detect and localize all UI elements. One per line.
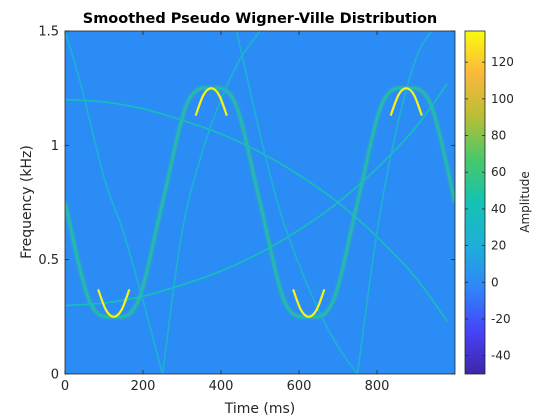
- colorbar-tick-label: -40: [491, 349, 511, 363]
- colorbar-tick-label: -20: [491, 312, 511, 326]
- x-tick-label: 800: [365, 379, 390, 394]
- x-tick-label: 600: [287, 379, 312, 394]
- component-peak: [194, 87, 228, 116]
- colorbar-tick-label: 60: [491, 165, 506, 179]
- colorbar-tick-label: 20: [491, 239, 506, 253]
- tfr-component-falling-curve: [65, 98, 448, 322]
- component-line: [65, 83, 448, 307]
- component-line: [65, 87, 455, 318]
- tfr-component-cross-term-line: [161, 31, 261, 374]
- x-tick-label: 400: [209, 379, 234, 394]
- component-peak: [389, 87, 423, 116]
- tfr-component-cross-term-line: [235, 31, 359, 374]
- tfr-component-cross-term-line: [356, 31, 433, 374]
- colorbar-label: Amplitude: [518, 171, 532, 233]
- component-line: [65, 31, 164, 374]
- component-line: [65, 98, 448, 322]
- colorbar-gradient: [464, 30, 486, 375]
- tfr-component-sinusoid: [65, 86, 455, 319]
- component-line: [235, 31, 359, 374]
- plot-area: [64, 30, 456, 375]
- x-axis: 0 200 400 600 800: [61, 31, 390, 394]
- colorbar: -40 -20 0 20 40 60 80 100 120: [464, 30, 514, 375]
- y-axis: 0 0.5 1 1.5: [38, 25, 455, 383]
- colorbar-tick-label: 100: [491, 92, 514, 106]
- y-tick-label: 0: [51, 368, 59, 383]
- component-peak: [292, 289, 326, 318]
- x-tick-label: 200: [131, 379, 156, 394]
- y-tick-label: 1.5: [38, 25, 59, 40]
- y-axis-label: Frequency (kHz): [19, 145, 35, 259]
- colorbar-tick-label: 40: [491, 202, 506, 216]
- component-line: [161, 31, 261, 374]
- x-axis-label: Time (ms): [224, 401, 296, 417]
- colorbar-tick-label: 0: [491, 275, 499, 289]
- y-tick-label: 0.5: [38, 253, 59, 268]
- colorbar-tick-label: 120: [491, 55, 514, 69]
- tfr-component-rising-curve: [65, 83, 448, 307]
- chart-title: Smoothed Pseudo Wigner-Ville Distributio…: [83, 11, 438, 27]
- x-tick-label: 0: [61, 379, 69, 394]
- component-line: [356, 31, 433, 374]
- tfr-component-cross-term-line: [65, 31, 164, 374]
- y-tick-label: 1: [51, 139, 59, 154]
- plot-frame: [64, 30, 456, 375]
- component-peak: [97, 289, 131, 318]
- colorbar-tick-label: 80: [491, 129, 506, 143]
